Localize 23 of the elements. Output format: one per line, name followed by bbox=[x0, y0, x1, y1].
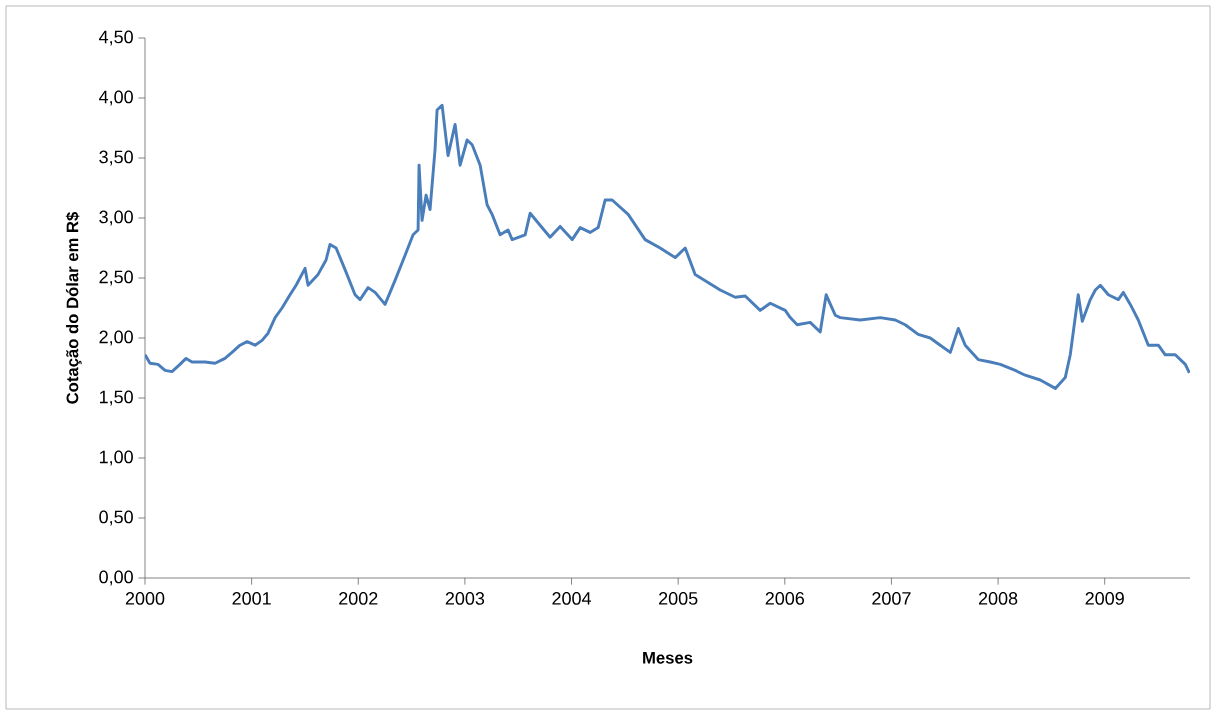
x-tick-label: 2003 bbox=[445, 592, 485, 605]
y-tick-label: 4,50 bbox=[99, 30, 133, 46]
x-tick-label: 2004 bbox=[552, 592, 592, 605]
y-tick-label: 0,50 bbox=[99, 510, 133, 526]
y-tick-label: 2,50 bbox=[99, 270, 133, 286]
x-tick-label: 2002 bbox=[339, 592, 378, 605]
line-series bbox=[145, 103, 1191, 390]
y-tick-label: 2,00 bbox=[99, 330, 133, 346]
y-tick-label: 1,50 bbox=[99, 390, 133, 406]
x-tick-label: 2007 bbox=[872, 592, 911, 605]
x-axis-title: Meses bbox=[643, 652, 693, 664]
y-tick-label: 4,00 bbox=[99, 90, 133, 106]
x-tick-label: 2006 bbox=[765, 592, 805, 605]
x-tick-label: 2000 bbox=[125, 592, 165, 605]
x-tick-label: 2009 bbox=[1085, 592, 1124, 605]
y-tick-label: 1,00 bbox=[99, 450, 133, 466]
y-tick-label: 3,50 bbox=[99, 150, 133, 166]
x-tick-label: 2001 bbox=[232, 592, 271, 605]
y-axis-title: Cotação do Dólar em R$ bbox=[65, 211, 82, 404]
x-tick-label: 2008 bbox=[978, 592, 1018, 605]
x-tick-label: 2005 bbox=[659, 592, 698, 605]
y-tick-label: 0,00 bbox=[99, 570, 133, 586]
y-tick-label: 3,00 bbox=[99, 210, 133, 226]
